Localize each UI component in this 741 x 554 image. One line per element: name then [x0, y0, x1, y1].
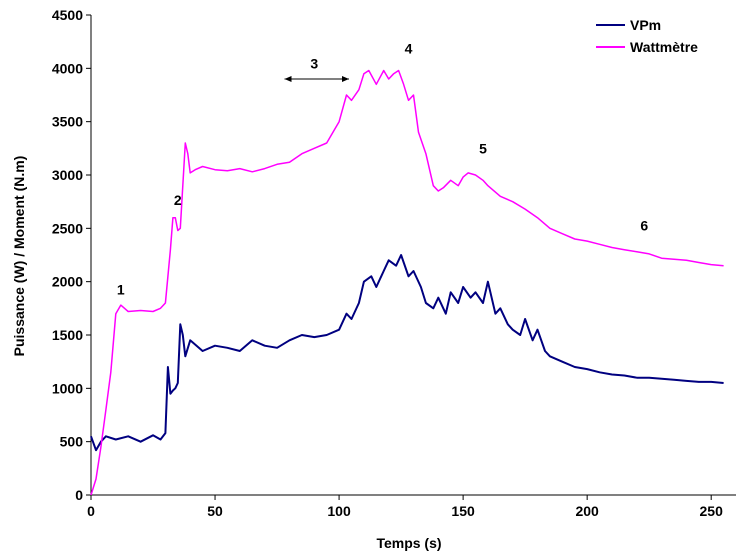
y-axis-label: Puissance (W) / Moment (N.m)	[11, 156, 27, 357]
x-tick-label: 250	[700, 503, 724, 519]
series-line-vpm	[90, 254, 724, 452]
series-line-wattmetre	[90, 69, 724, 496]
annotation-label: 2	[174, 192, 182, 208]
y-tick-label: 2500	[52, 220, 83, 236]
axes: 0 500 1000 1500 2000 2500 3000 3500 4000 4500 0 50 1…	[52, 7, 736, 519]
y-tick-label: 4500	[52, 7, 83, 23]
y-tick-label: 500	[60, 434, 84, 450]
legend-label: VPm	[630, 17, 661, 33]
y-tick-label: 4000	[52, 60, 83, 76]
x-tick-label: 100	[327, 503, 351, 519]
legend: VPm Wattmètre	[596, 17, 698, 55]
annotation-label: 4	[405, 40, 413, 56]
x-tick-label: 150	[451, 503, 475, 519]
y-tick-label: 3000	[52, 167, 83, 183]
arrow-head-left	[284, 76, 292, 82]
x-tick-label: 200	[575, 503, 599, 519]
y-tick-label: 2000	[52, 274, 83, 290]
x-tick-label: 50	[207, 503, 223, 519]
y-tick-label: 1500	[52, 327, 83, 343]
annotation-label: 6	[640, 217, 648, 233]
y-tick-label: 0	[75, 487, 83, 503]
x-axis-label: Temps (s)	[376, 535, 441, 551]
arrow-head-right	[342, 76, 349, 82]
annotation-label: 3	[310, 55, 318, 71]
annotation-label: 5	[479, 141, 487, 157]
y-tick-label: 1000	[52, 380, 83, 396]
annotation-layer: 1 2 3 4 5 6	[117, 40, 648, 297]
y-tick-label: 3500	[52, 114, 83, 130]
legend-label: Wattmètre	[630, 39, 698, 55]
x-tick-label: 0	[87, 503, 95, 519]
series-layer	[90, 69, 724, 496]
annotation-label: 1	[117, 281, 125, 297]
